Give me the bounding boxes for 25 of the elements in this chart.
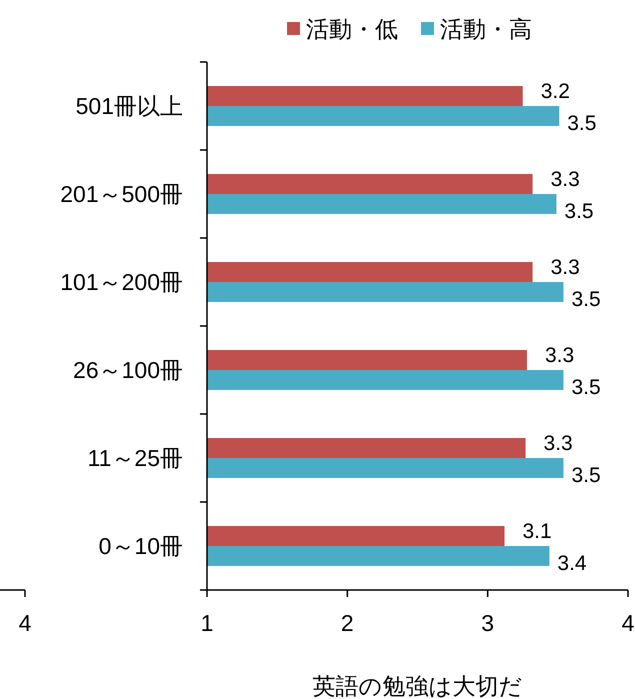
- x-tick-label: 2: [340, 610, 354, 636]
- data-label: 3.3: [550, 256, 580, 279]
- x-tick-label: 3: [481, 610, 494, 636]
- data-label: 3.3: [544, 344, 574, 367]
- data-label: 3.5: [571, 288, 601, 311]
- data-label: 3.2: [540, 80, 570, 103]
- data-label: 3.5: [571, 464, 601, 487]
- data-label: 3.3: [550, 168, 580, 191]
- y-tick-label: 11～25冊: [88, 445, 183, 471]
- data-label: 3.1: [522, 520, 552, 543]
- y-tick-label: 26～100冊: [73, 357, 183, 383]
- y-tick-label: 501冊以上: [76, 93, 183, 119]
- data-label: 3.3: [544, 432, 573, 455]
- data-label: 3.5: [564, 200, 594, 223]
- legend-label: 活動・高: [440, 16, 532, 42]
- y-tick-label: 101～200冊: [60, 269, 183, 295]
- x-tick-label: 1: [200, 610, 214, 636]
- data-label: 3.5: [567, 112, 596, 135]
- legend-label: 活動・低: [306, 16, 398, 42]
- data-label: 3.4: [557, 552, 587, 575]
- y-tick-label: 0～10冊: [98, 533, 183, 559]
- x-tick-label: 4: [622, 610, 635, 636]
- x-axis-title: 英語の勉強は大切だ: [312, 673, 522, 699]
- data-label: 3.5: [571, 376, 601, 399]
- y-tick-label: 201～500冊: [60, 181, 183, 207]
